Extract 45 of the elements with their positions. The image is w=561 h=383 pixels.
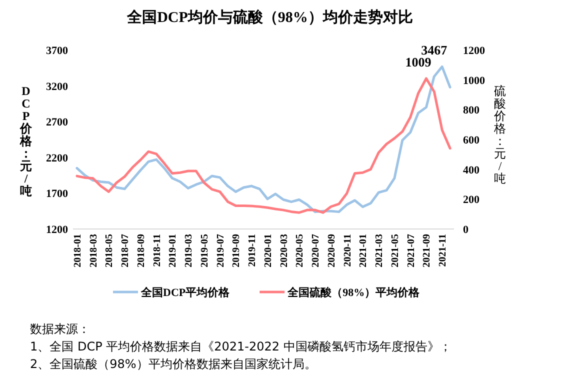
y2-tick-label: 400 <box>463 164 480 176</box>
x-tick-label: 2019-03 <box>184 234 195 268</box>
legend-label: 全国硫酸（98%）平均价格 <box>286 286 421 299</box>
y-tick-label: 2700 <box>46 116 68 129</box>
x-tick-label: 2021-11 <box>438 234 449 267</box>
x-tick-label: 2018-07 <box>120 234 132 268</box>
x-tick-label: 2021-01 <box>358 234 370 268</box>
x-tick-label: 2021-09 <box>422 234 433 268</box>
y2-tick-label: 600 <box>463 134 480 146</box>
x-tick-label: 2018-01 <box>72 234 84 268</box>
x-tick-label: 2019-11 <box>247 234 258 267</box>
y2-tick-label: 800 <box>463 104 480 117</box>
x-tick-label: 2020-07 <box>310 234 322 268</box>
x-tick-label: 2019-07 <box>215 234 226 268</box>
chart-title: 全国DCP均价与硫酸（98%）均价走势对比 <box>126 8 413 26</box>
text: 1、全国 DCP 平均价格数据来自《2021-2022 中国磷酸氢钙市场年度报告》； <box>30 340 452 354</box>
text: 2、全国硫酸（98%）平均价格数据来自国家统计局。 <box>30 357 316 371</box>
x-tick-label: 2020-03 <box>278 234 290 268</box>
source-note: 数据来源： <box>30 322 90 336</box>
x-tick-label: 2020-01 <box>262 234 274 268</box>
y2-tick-label: 200 <box>463 194 480 206</box>
x-tick-label: 2018-09 <box>136 234 147 268</box>
y-tick-label: 1200 <box>46 224 68 236</box>
x-tick-label: 2018-03 <box>88 234 100 268</box>
y-tick-label: 3200 <box>46 80 68 93</box>
y2-axis-title: 硫酸价格：元/吨 <box>493 84 506 186</box>
x-tick-label: 2020-11 <box>342 234 354 267</box>
x-tick-label: 2018-11 <box>152 234 163 267</box>
y-tick-label: 1700 <box>46 188 68 200</box>
x-tick-label: 2020-09 <box>326 234 338 268</box>
x-tick-label: 2021-03 <box>374 234 386 268</box>
x-tick-label: 2021-05 <box>390 234 401 268</box>
x-tick-label: 2018-05 <box>104 234 116 268</box>
x-tick-label: 2019-09 <box>231 234 242 268</box>
y2-tick-label: 1000 <box>463 74 486 87</box>
x-tick-label: 2019-01 <box>168 234 179 268</box>
x-tick-label: 2019-05 <box>199 234 210 268</box>
y-tick-label: 2200 <box>46 152 68 164</box>
y2-tick-label: 1200 <box>463 45 486 57</box>
text: DCP价格：元/吨 <box>20 84 32 198</box>
x-tick-label: 2020-05 <box>294 234 306 268</box>
legend-label: 全国DCP平均价格 <box>140 286 231 299</box>
y2-tick-label: 0 <box>463 224 469 236</box>
x-tick-label: 2021-07 <box>406 234 417 268</box>
y-tick-label: 3700 <box>46 45 68 57</box>
